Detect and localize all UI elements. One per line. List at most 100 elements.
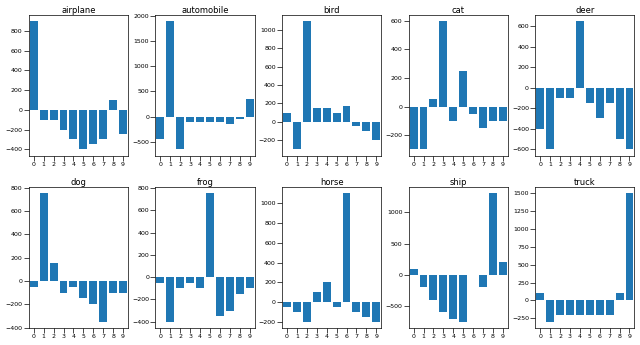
Bar — [625, 194, 634, 300]
Bar — [303, 21, 311, 122]
Bar — [499, 262, 507, 275]
Bar — [499, 107, 507, 121]
Bar — [283, 302, 291, 307]
Bar — [109, 281, 117, 293]
Bar — [342, 194, 351, 302]
Bar — [119, 110, 127, 135]
Bar — [566, 88, 574, 98]
Bar — [489, 107, 497, 121]
Bar — [410, 107, 417, 149]
Bar — [176, 117, 184, 149]
Title: automobile: automobile — [181, 6, 228, 14]
Bar — [440, 275, 447, 312]
Bar — [536, 88, 544, 129]
Bar — [293, 122, 301, 149]
Bar — [70, 281, 77, 287]
Bar — [156, 277, 164, 283]
Bar — [586, 300, 594, 315]
Bar — [429, 99, 437, 107]
Bar — [246, 277, 253, 288]
Bar — [70, 110, 77, 139]
Bar — [90, 281, 97, 304]
Bar — [372, 302, 380, 322]
Title: cat: cat — [452, 6, 465, 14]
Bar — [353, 122, 360, 126]
Bar — [449, 275, 457, 319]
Bar — [479, 275, 487, 287]
Bar — [449, 107, 457, 121]
Bar — [226, 117, 234, 124]
Bar — [60, 281, 67, 293]
Bar — [625, 88, 634, 149]
Bar — [353, 302, 360, 312]
Bar — [313, 292, 321, 302]
Bar — [283, 112, 291, 122]
Bar — [460, 71, 467, 107]
Bar — [536, 293, 544, 300]
Bar — [362, 122, 371, 131]
Bar — [556, 88, 564, 98]
Bar — [420, 107, 428, 149]
Bar — [166, 277, 174, 322]
Bar — [596, 300, 604, 315]
Bar — [616, 88, 623, 139]
Bar — [99, 110, 107, 139]
Title: ship: ship — [449, 178, 467, 187]
Bar — [313, 108, 321, 122]
Bar — [79, 110, 87, 149]
Bar — [333, 302, 340, 307]
Bar — [236, 277, 244, 294]
Bar — [576, 300, 584, 315]
Bar — [323, 282, 331, 302]
Bar — [79, 281, 87, 298]
Title: bird: bird — [323, 6, 340, 14]
Bar — [566, 300, 574, 315]
Bar — [546, 300, 554, 322]
Bar — [420, 275, 428, 287]
Bar — [90, 110, 97, 144]
Bar — [333, 112, 340, 122]
Bar — [156, 117, 164, 139]
Bar — [489, 194, 497, 275]
Bar — [196, 117, 204, 121]
Bar — [99, 281, 107, 322]
Bar — [196, 277, 204, 288]
Bar — [40, 110, 47, 120]
Title: deer: deer — [575, 6, 595, 14]
Bar — [119, 281, 127, 293]
Bar — [469, 107, 477, 114]
Bar — [586, 88, 594, 103]
Bar — [226, 277, 234, 310]
Bar — [460, 275, 467, 322]
Bar — [216, 117, 224, 121]
Bar — [206, 194, 214, 277]
Bar — [50, 264, 58, 281]
Bar — [303, 302, 311, 322]
Bar — [362, 302, 371, 317]
Bar — [576, 21, 584, 88]
Bar — [166, 21, 174, 117]
Bar — [479, 107, 487, 128]
Bar — [342, 106, 351, 122]
Title: frog: frog — [196, 178, 214, 187]
Bar — [40, 194, 47, 281]
Bar — [206, 117, 214, 121]
Bar — [186, 277, 194, 283]
Bar — [410, 268, 417, 275]
Bar — [50, 110, 58, 120]
Bar — [605, 88, 614, 103]
Bar — [605, 300, 614, 315]
Bar — [176, 277, 184, 288]
Title: airplane: airplane — [61, 6, 95, 14]
Title: truck: truck — [574, 178, 596, 187]
Bar — [596, 88, 604, 118]
Bar — [546, 88, 554, 149]
Bar — [30, 21, 38, 110]
Bar — [616, 293, 623, 300]
Bar — [246, 99, 253, 117]
Bar — [440, 21, 447, 107]
Bar — [109, 100, 117, 110]
Bar — [372, 122, 380, 140]
Bar — [216, 277, 224, 316]
Bar — [323, 108, 331, 122]
